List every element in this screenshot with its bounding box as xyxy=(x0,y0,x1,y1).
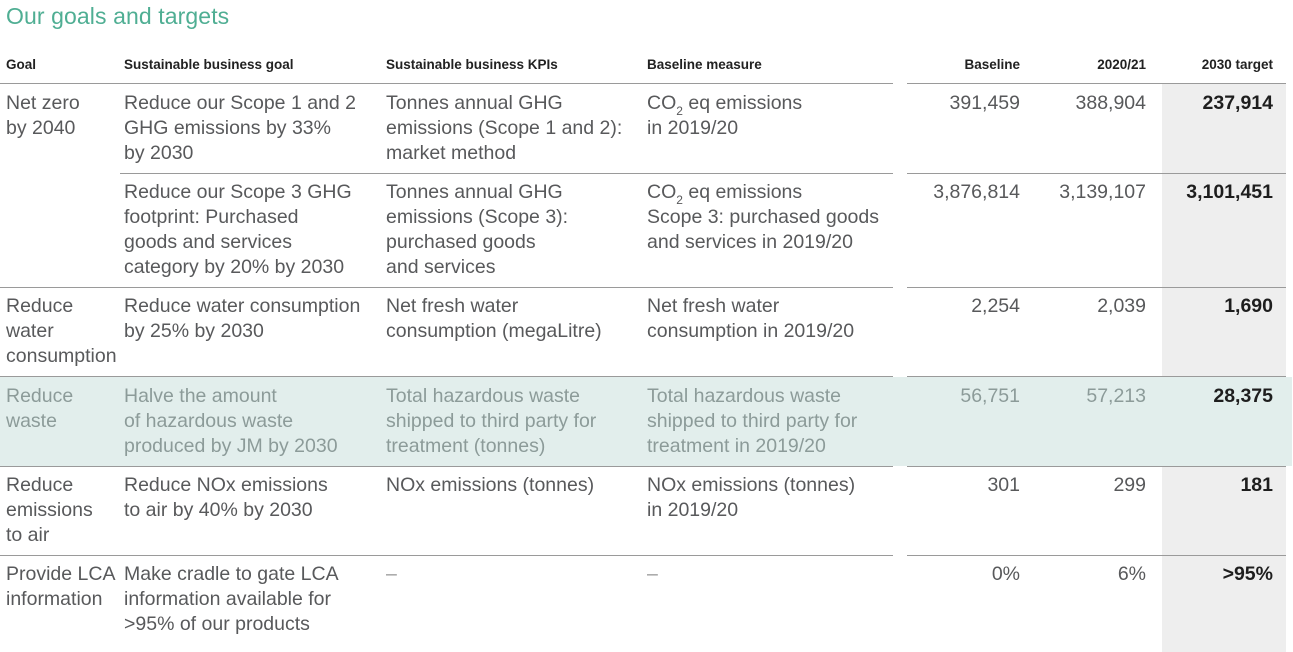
header-baseline-measure: Baseline measure xyxy=(647,57,762,72)
measure-cell: CO2 eq emissions in 2019/20 xyxy=(647,92,803,139)
target-value: 1,690 xyxy=(1224,295,1273,317)
kpi-cell: NOx emissions (tonnes) xyxy=(386,474,595,496)
year-value: 3,139,107 xyxy=(1059,181,1146,203)
business-goal-cell: Reduce our Scope 1 and 2 GHG emissions b… xyxy=(124,92,357,164)
kpi-cell: Net fresh water consumption (megaLitre) xyxy=(386,295,602,342)
goal-cell: Reduce emissions to air xyxy=(6,474,93,546)
rule-header-right xyxy=(907,83,1286,84)
target-value: 3,101,451 xyxy=(1186,181,1273,203)
header-target: 2030 target xyxy=(1201,57,1273,72)
goal-cell: Provide LCA information xyxy=(6,563,116,610)
goal-cell: Reduce waste xyxy=(6,385,74,432)
year-value: 299 xyxy=(1113,474,1146,496)
rule-row2-right xyxy=(907,287,1286,288)
target-value: 181 xyxy=(1240,474,1273,496)
target-value: 237,914 xyxy=(1202,92,1274,114)
target-value: >95% xyxy=(1222,563,1273,585)
header-baseline: Baseline xyxy=(964,57,1020,72)
business-goal-cell: Halve the amount of hazardous waste prod… xyxy=(124,385,338,457)
year-value: 57,213 xyxy=(1086,385,1146,407)
kpi-cell: Tonnes annual GHG emissions (Scope 3): p… xyxy=(386,181,569,278)
baseline-value: 3,876,814 xyxy=(933,181,1020,203)
measure-cell: NOx emissions (tonnes) in 2019/20 xyxy=(647,474,856,521)
highlighted-row-bg xyxy=(0,377,1292,466)
baseline-value: 301 xyxy=(987,474,1020,496)
goal-cell: Reduce water consumption xyxy=(6,295,117,367)
kpi-cell: Total hazardous waste shipped to third p… xyxy=(386,385,597,457)
year-value: 6% xyxy=(1117,563,1146,585)
rule-row1 xyxy=(120,173,893,174)
year-value: 388,904 xyxy=(1075,92,1147,114)
rule-header xyxy=(0,83,893,84)
kpi-cell: – xyxy=(386,563,397,585)
rule-row5 xyxy=(0,555,893,556)
baseline-value: 2,254 xyxy=(971,295,1020,317)
measure-cell: – xyxy=(647,563,658,585)
business-goal-cell: Reduce water consumption by 25% by 2030 xyxy=(124,295,361,342)
header-business-goal: Sustainable business goal xyxy=(124,57,294,72)
rule-row4-right xyxy=(907,466,1286,467)
rule-row2 xyxy=(0,287,893,288)
baseline-value: 0% xyxy=(991,563,1020,585)
page-title: Our goals and targets xyxy=(6,3,230,29)
rule-row3-right xyxy=(907,376,1286,377)
business-goal-cell: Make cradle to gate LCA information avai… xyxy=(124,563,339,635)
kpi-cell: Tonnes annual GHG emissions (Scope 1 and… xyxy=(386,92,623,164)
year-value: 2,039 xyxy=(1097,295,1146,317)
baseline-value: 56,751 xyxy=(960,385,1020,407)
baseline-value: 391,459 xyxy=(949,92,1021,114)
rule-row3 xyxy=(0,376,893,377)
measure-cell: Net fresh water consumption in 2019/20 xyxy=(647,295,855,342)
target-value: 28,375 xyxy=(1213,385,1273,407)
measure-cell: Total hazardous waste shipped to third p… xyxy=(647,385,858,457)
rule-row1-right xyxy=(907,173,1286,174)
business-goal-cell: Reduce our Scope 3 GHG footprint: Purcha… xyxy=(124,181,352,278)
business-goal-cell: Reduce NOx emissions to air by 40% by 20… xyxy=(124,474,328,521)
goal-cell: Net zero by 2040 xyxy=(6,92,80,139)
rule-row5-right xyxy=(907,555,1286,556)
header-year: 2020/21 xyxy=(1097,57,1146,72)
target-column-shade xyxy=(1162,84,1286,652)
measure-cell: CO2 eq emissions Scope 3: purchased good… xyxy=(647,181,880,253)
rule-row4 xyxy=(0,466,893,467)
header-goal: Goal xyxy=(6,57,37,72)
header-kpis: Sustainable business KPIs xyxy=(386,57,558,72)
